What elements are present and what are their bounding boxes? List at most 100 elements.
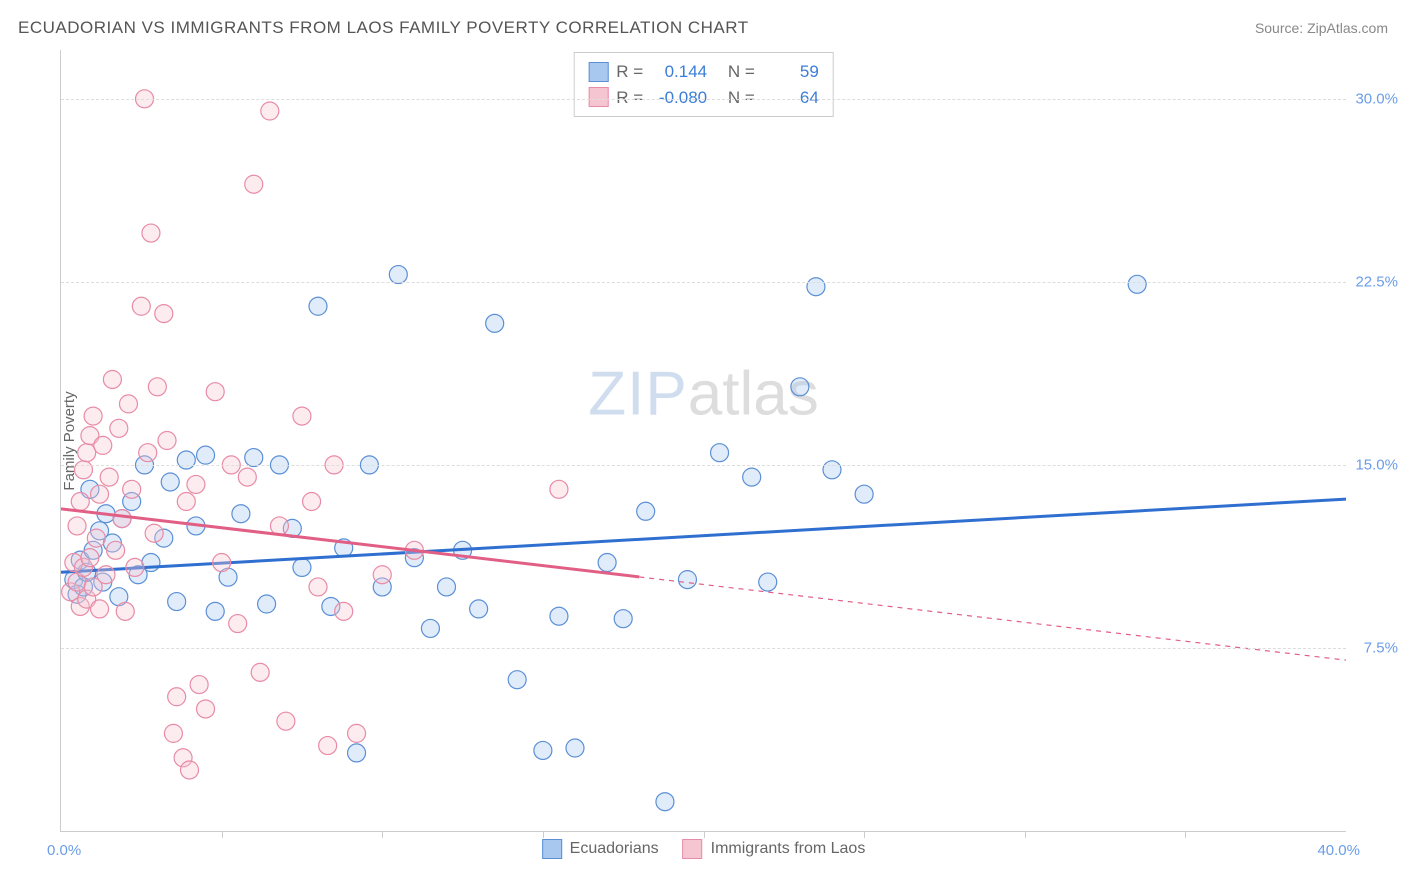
legend-item-1: Immigrants from Laos — [683, 839, 866, 859]
scatter-point — [711, 444, 729, 462]
source-name: ZipAtlas.com — [1307, 20, 1388, 36]
x-tick — [704, 831, 705, 838]
y-tick-label: 7.5% — [1364, 639, 1398, 656]
scatter-point — [566, 739, 584, 757]
legend-item-0: Ecuadorians — [542, 839, 659, 859]
scatter-point — [142, 224, 160, 242]
scatter-point — [293, 407, 311, 425]
scatter-point — [421, 619, 439, 637]
grid-line — [61, 465, 1346, 466]
x-tick — [1025, 831, 1026, 838]
scatter-point — [177, 451, 195, 469]
scatter-point — [100, 468, 118, 486]
scatter-point — [277, 712, 295, 730]
scatter-point — [303, 493, 321, 511]
scatter-point — [598, 554, 616, 572]
bottom-legend: Ecuadorians Immigrants from Laos — [542, 839, 866, 859]
scatter-point — [113, 510, 131, 528]
grid-line — [61, 99, 1346, 100]
scatter-point — [161, 473, 179, 491]
x-tick — [543, 831, 544, 838]
scatter-point — [373, 566, 391, 584]
scatter-point — [261, 102, 279, 120]
scatter-point — [123, 480, 141, 498]
plot-area: ZIPatlas R = 0.144 N = 59 R = -0.080 — [60, 50, 1346, 832]
stat-row-series-1: R = -0.080 N = 64 — [588, 85, 819, 111]
scatter-point — [164, 724, 182, 742]
y-tick-label: 15.0% — [1355, 456, 1398, 473]
scatter-point — [348, 724, 366, 742]
scatter-point — [132, 297, 150, 315]
scatter-point — [245, 175, 263, 193]
correlation-stat-box: R = 0.144 N = 59 R = -0.080 N = 64 — [573, 52, 834, 117]
scatter-point — [1128, 275, 1146, 293]
scatter-point — [116, 602, 134, 620]
x-axis-end-label: 40.0% — [1317, 842, 1360, 859]
title-bar: ECUADORIAN VS IMMIGRANTS FROM LAOS FAMIL… — [18, 18, 1388, 38]
grid-line — [61, 282, 1346, 283]
scatter-point — [238, 468, 256, 486]
scatter-point — [78, 444, 96, 462]
scatter-point — [177, 493, 195, 511]
scatter-point — [855, 485, 873, 503]
y-tick-label: 22.5% — [1355, 273, 1398, 290]
x-tick — [1185, 831, 1186, 838]
scatter-point — [807, 278, 825, 296]
scatter-point — [206, 602, 224, 620]
scatter-point — [68, 517, 86, 535]
scatter-point — [389, 266, 407, 284]
scatter-point — [190, 676, 208, 694]
chart-title: ECUADORIAN VS IMMIGRANTS FROM LAOS FAMIL… — [18, 18, 749, 38]
legend-label-1: Immigrants from Laos — [711, 840, 866, 858]
scatter-point — [145, 524, 163, 542]
scatter-point — [91, 485, 109, 503]
r-label: R = — [616, 85, 643, 111]
scatter-point — [270, 517, 288, 535]
legend-label-0: Ecuadorians — [570, 840, 659, 858]
scatter-point — [678, 571, 696, 589]
scatter-point — [197, 700, 215, 718]
scatter-point — [71, 493, 89, 511]
scatter-point — [470, 600, 488, 618]
scatter-point — [107, 541, 125, 559]
scatter-point — [759, 573, 777, 591]
scatter-point — [251, 663, 269, 681]
n-label: N = — [728, 85, 755, 111]
scatter-point — [148, 378, 166, 396]
scatter-point — [245, 449, 263, 467]
scatter-point — [74, 461, 92, 479]
scatter-point — [229, 615, 247, 633]
scatter-point — [309, 578, 327, 596]
scatter-point — [258, 595, 276, 613]
y-tick-label: 30.0% — [1355, 90, 1398, 107]
scatter-point — [293, 558, 311, 576]
scatter-point — [550, 607, 568, 625]
scatter-point — [139, 444, 157, 462]
scatter-point — [168, 593, 186, 611]
scatter-point — [791, 378, 809, 396]
scatter-point — [486, 314, 504, 332]
scatter-point — [187, 475, 205, 493]
scatter-point — [91, 600, 109, 618]
stat-row-series-0: R = 0.144 N = 59 — [588, 59, 819, 85]
legend-swatch-0 — [542, 839, 562, 859]
scatter-point — [110, 419, 128, 437]
scatter-point — [197, 446, 215, 464]
scatter-point — [534, 741, 552, 759]
x-tick — [222, 831, 223, 838]
scatter-point — [232, 505, 250, 523]
scatter-point — [87, 529, 105, 547]
scatter-point — [508, 671, 526, 689]
x-tick — [382, 831, 383, 838]
scatter-point — [637, 502, 655, 520]
scatter-point — [206, 383, 224, 401]
scatter-point — [81, 549, 99, 567]
n-value-0: 59 — [763, 59, 819, 85]
swatch-series-1 — [588, 87, 608, 107]
scatter-point — [94, 436, 112, 454]
scatter-point — [84, 407, 102, 425]
scatter-point — [158, 432, 176, 450]
scatter-point — [126, 558, 144, 576]
scatter-svg — [61, 50, 1346, 831]
scatter-point — [614, 610, 632, 628]
